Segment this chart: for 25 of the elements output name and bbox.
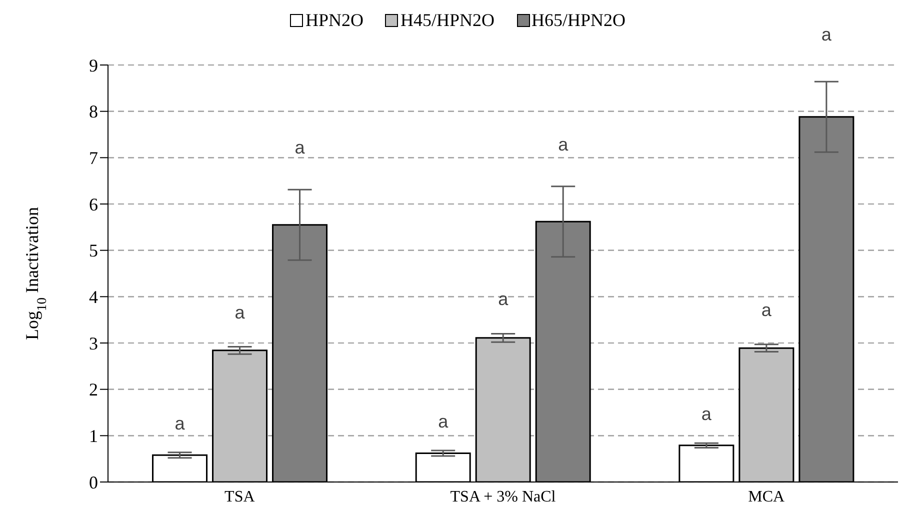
y-tick-label: 8 [89, 102, 98, 122]
y-tick-label: 3 [89, 333, 98, 354]
annotation: a [701, 404, 712, 424]
text: a [821, 24, 832, 44]
annotation: a [174, 414, 186, 434]
legend-label: H65/HPN2O [532, 10, 626, 31]
y-tick-label: 5 [89, 240, 98, 261]
annotation: a [234, 302, 246, 323]
annotation: a [761, 300, 772, 320]
y-tick-label: 9 [89, 55, 98, 76]
annotation: a [294, 138, 306, 158]
annotation: a [498, 289, 510, 310]
y-tick-label: 6 [89, 194, 98, 214]
x-tick-label: TSA + 3% NaCl [450, 488, 556, 506]
y-tick-label: 7 [89, 148, 98, 168]
annotation: a [558, 134, 570, 154]
legend-label: H45/HPN2O [400, 10, 494, 31]
y-tick-label: 4 [89, 287, 98, 308]
y-tick-label: 2 [89, 380, 98, 400]
legend-label: HPN2O [305, 10, 364, 31]
x-tick-label: MCA [748, 488, 786, 506]
x-tick-label: TSA [224, 488, 256, 506]
y-tick-label: 1 [89, 426, 98, 446]
y-tick-label: 0 [89, 472, 98, 492]
annotation: a [438, 412, 450, 432]
